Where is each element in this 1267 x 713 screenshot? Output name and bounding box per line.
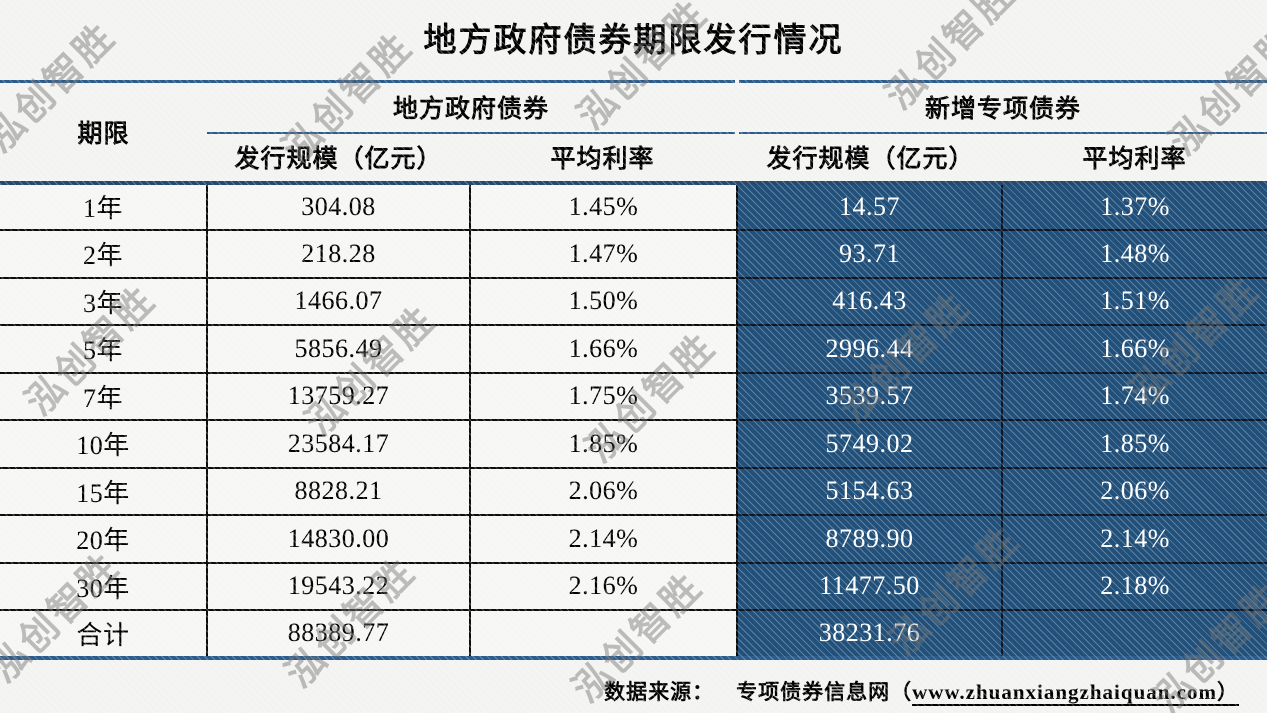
sp-average-rate-cell: 1.66%	[1001, 324, 1267, 374]
data-source-label: 数据来源：	[604, 679, 715, 704]
lg-average-rate-cell: 2.06%	[468, 466, 739, 516]
table-row: 5年 5856.49 1.66% 2996.44 1.66%	[0, 324, 1267, 374]
sp-average-rate-cell: 1.51%	[1001, 276, 1267, 326]
sp-issuance-scale-cell: 38231.76	[736, 609, 1004, 660]
table-row: 15年 8828.21 2.06% 5154.63 2.06%	[0, 466, 1267, 516]
sp-average-rate-cell	[1001, 609, 1267, 660]
group-header-new-special-bonds: 新增专项债券	[735, 80, 1267, 134]
lg-average-rate-cell: 1.85%	[468, 419, 739, 469]
lg-issuance-scale-cell: 14830.00	[206, 514, 471, 564]
lg-issuance-scale-cell: 5856.49	[206, 324, 471, 374]
lg-average-rate-cell: 1.47%	[468, 229, 739, 279]
table-row: 3年 1466.07 1.50% 416.43 1.51%	[0, 276, 1267, 326]
term-cell: 2年	[0, 229, 208, 279]
lg-average-rate-cell: 2.16%	[468, 561, 739, 611]
sp-issuance-scale-cell: 11477.50	[736, 561, 1004, 611]
term-cell: 30年	[0, 561, 208, 611]
term-cell: 5年	[0, 324, 208, 374]
lg-issuance-scale-cell: 218.28	[206, 229, 471, 279]
term-cell: 3年	[0, 276, 208, 326]
lg-issuance-scale-cell: 304.08	[206, 182, 471, 231]
lg-issuance-scale-cell: 19543.22	[206, 561, 471, 611]
lg-average-rate-cell: 1.50%	[468, 276, 739, 326]
sp-average-rate-cell: 2.06%	[1001, 466, 1267, 516]
column-header-sp-average-rate: 平均利率	[1002, 132, 1267, 185]
sp-average-rate-cell: 1.48%	[1001, 229, 1267, 279]
lg-average-rate-cell: 1.66%	[468, 324, 739, 374]
sp-average-rate-cell: 1.85%	[1001, 419, 1267, 469]
lg-issuance-scale-cell: 1466.07	[206, 276, 471, 326]
column-header-term: 期限	[0, 80, 207, 185]
sp-issuance-scale-cell: 5154.63	[736, 466, 1004, 516]
sp-issuance-scale-cell: 3539.57	[736, 371, 1004, 421]
sp-issuance-scale-cell: 93.71	[736, 229, 1004, 279]
table-row: 合计 88389.77 38231.76	[0, 609, 1267, 660]
term-cell: 7年	[0, 371, 208, 421]
table-row: 1年 304.08 1.45% 14.57 1.37%	[0, 182, 1267, 231]
sp-issuance-scale-cell: 8789.90	[736, 514, 1004, 564]
sp-average-rate-cell: 1.74%	[1001, 371, 1267, 421]
sp-issuance-scale-cell: 5749.02	[736, 419, 1004, 469]
page-title: 地方政府债券期限发行情况	[423, 23, 844, 59]
lg-average-rate-cell	[468, 609, 739, 660]
lg-average-rate-cell: 1.45%	[468, 182, 739, 231]
term-cell: 10年	[0, 419, 208, 469]
bond-maturity-table: 期限 地方政府债券 新增专项债券 发行规模（亿元） 平均利率 发行规模（亿元） …	[0, 80, 1267, 660]
lg-issuance-scale-cell: 8828.21	[206, 466, 471, 516]
lg-average-rate-cell: 1.75%	[468, 371, 739, 421]
table-row: 30年 19543.22 2.16% 11477.50 2.18%	[0, 561, 1267, 611]
lg-issuance-scale-cell: 88389.77	[206, 609, 471, 660]
term-cell: 20年	[0, 514, 208, 564]
data-source-name: 专项债券信息网（	[736, 679, 913, 704]
column-header-lg-issuance-scale: 发行规模（亿元）	[207, 132, 470, 185]
data-source-url-link[interactable]: www.zhuanxiangzhaiquan.com	[912, 679, 1217, 704]
table-row: 7年 13759.27 1.75% 3539.57 1.74%	[0, 371, 1267, 421]
column-header-lg-average-rate: 平均利率	[470, 132, 738, 185]
lg-issuance-scale-cell: 13759.27	[206, 371, 471, 421]
sp-average-rate-cell: 1.37%	[1001, 182, 1267, 231]
sp-issuance-scale-cell: 14.57	[736, 182, 1004, 231]
table-row: 20年 14830.00 2.14% 8789.90 2.14%	[0, 514, 1267, 564]
sp-average-rate-cell: 2.14%	[1001, 514, 1267, 564]
data-source-close-paren: ）	[1217, 679, 1239, 704]
lg-issuance-scale-cell: 23584.17	[206, 419, 471, 469]
table-row: 10年 23584.17 1.85% 5749.02 1.85%	[0, 419, 1267, 469]
lg-average-rate-cell: 2.14%	[468, 514, 739, 564]
term-cell: 1年	[0, 182, 208, 231]
term-cell: 合计	[0, 609, 208, 660]
sp-average-rate-cell: 2.18%	[1001, 561, 1267, 611]
sp-issuance-scale-cell: 416.43	[736, 276, 1004, 326]
column-header-sp-issuance-scale: 发行规模（亿元）	[735, 132, 1003, 185]
group-header-local-gov-bonds: 地方政府债券	[207, 80, 738, 134]
term-cell: 15年	[0, 466, 208, 516]
data-source-note: 数据来源： 专项债券信息网（www.zhuanxiangzhaiquan.com）	[0, 676, 1267, 706]
table-row: 2年 218.28 1.47% 93.71 1.48%	[0, 229, 1267, 279]
sp-issuance-scale-cell: 2996.44	[736, 324, 1004, 374]
